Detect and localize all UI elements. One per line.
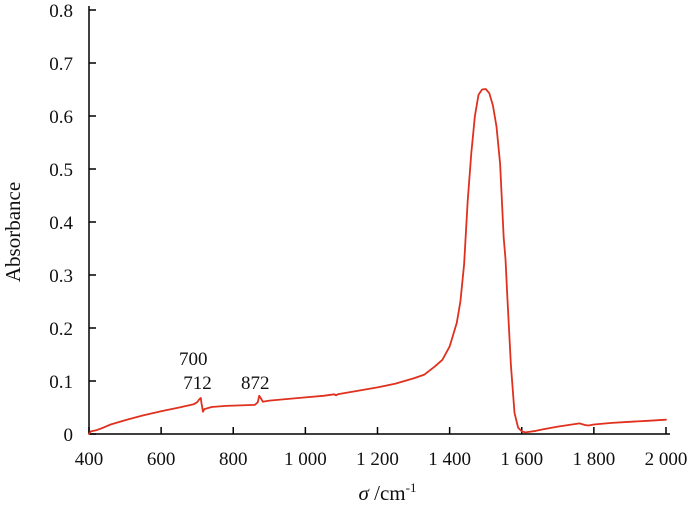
y-tick-label: 0.6 — [49, 107, 73, 128]
peak-annotation: 872 — [241, 373, 270, 394]
x-tick-label: 600 — [147, 449, 176, 470]
peak-annotation: 712 — [183, 373, 212, 394]
y-tick-label: 0 — [64, 425, 74, 446]
y-axis-label: Absorbance — [1, 182, 25, 282]
x-tick-label: 400 — [75, 449, 104, 470]
x-tick-label: 1 200 — [356, 449, 399, 470]
x-axis-label-exponent: -1 — [406, 480, 417, 495]
x-axis-ticks: 400 600 800 1 000 1 200 1 400 1 600 1 800 2 000 — [75, 427, 688, 470]
x-tick-label: 2 000 — [645, 449, 688, 470]
x-tick-label: 1 400 — [428, 449, 471, 470]
y-tick-label: 0.2 — [49, 319, 73, 340]
x-axis-label-symbol: σ — [359, 481, 371, 505]
series-group — [88, 88, 667, 435]
x-tick-label: 1 000 — [284, 449, 327, 470]
x-axis-label: σ /cm-1 — [359, 480, 417, 505]
y-tick-label: 0.7 — [49, 54, 73, 75]
x-tick-label: 800 — [219, 449, 248, 470]
peak-annotation: 700 — [179, 349, 208, 370]
spectrum-line — [88, 88, 667, 435]
y-tick-label: 0.5 — [49, 160, 73, 181]
annotations: 700 712 872 — [179, 349, 270, 394]
y-axis-ticks: 0 0.1 0.2 0.3 0.4 0.5 0.6 0.7 0.8 — [49, 1, 96, 446]
y-tick-label: 0.1 — [49, 372, 73, 393]
y-tick-label: 0.8 — [49, 1, 73, 22]
x-tick-label: 1 800 — [573, 449, 616, 470]
x-tick-label: 1 600 — [500, 449, 543, 470]
y-tick-label: 0.3 — [49, 266, 73, 287]
y-tick-label: 0.4 — [49, 213, 73, 234]
x-axis-label-unit: /cm — [369, 481, 406, 505]
